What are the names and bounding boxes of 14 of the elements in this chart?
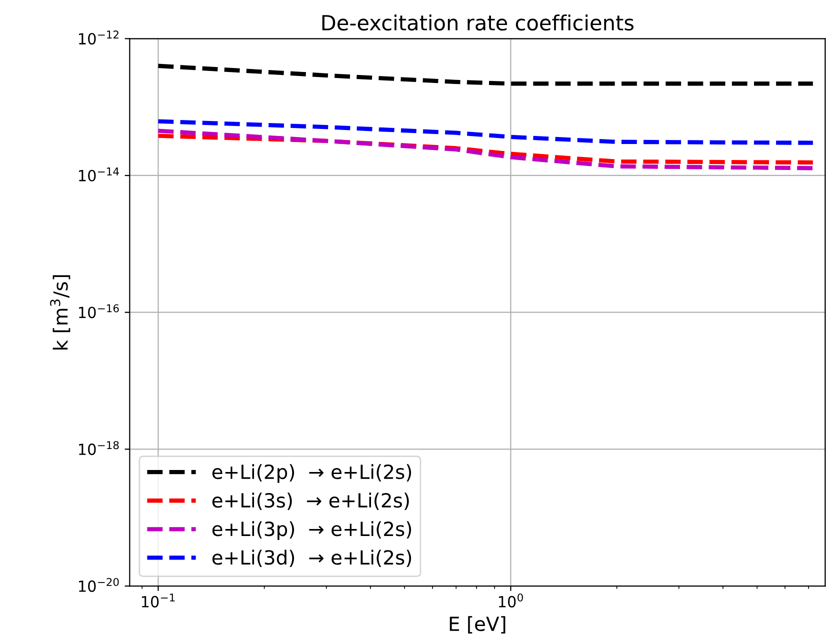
y-axis-title: k [m$^{3}$/s] xyxy=(50,275,70,350)
y-tick-label: 10$^{−14}$ xyxy=(79,168,119,182)
y-tick-label: 10$^{−12}$ xyxy=(79,30,118,45)
legend-label: e+Li(3s) → e+Li(2s) xyxy=(212,492,409,510)
legend-label: e+Li(3d) → e+Li(2s) xyxy=(212,550,412,568)
x-tick-label: 10$^{0}$ xyxy=(498,593,523,608)
x-axis-title: E [eV] xyxy=(450,616,506,634)
y-tick-label: 10$^{−18}$ xyxy=(79,441,119,456)
y-tick-label: 10$^{−16}$ xyxy=(79,304,119,318)
chart-title: De-excitation rate coefficients xyxy=(322,14,634,31)
legend-label: e+Li(3p) → e+Li(2s) xyxy=(212,521,412,540)
y-tick-label: 10$^{−20}$ xyxy=(79,578,119,592)
legend-label: e+Li(2p) → e+Li(2s) xyxy=(212,464,412,483)
x-tick-label: 10$^{−1}$ xyxy=(142,594,175,608)
